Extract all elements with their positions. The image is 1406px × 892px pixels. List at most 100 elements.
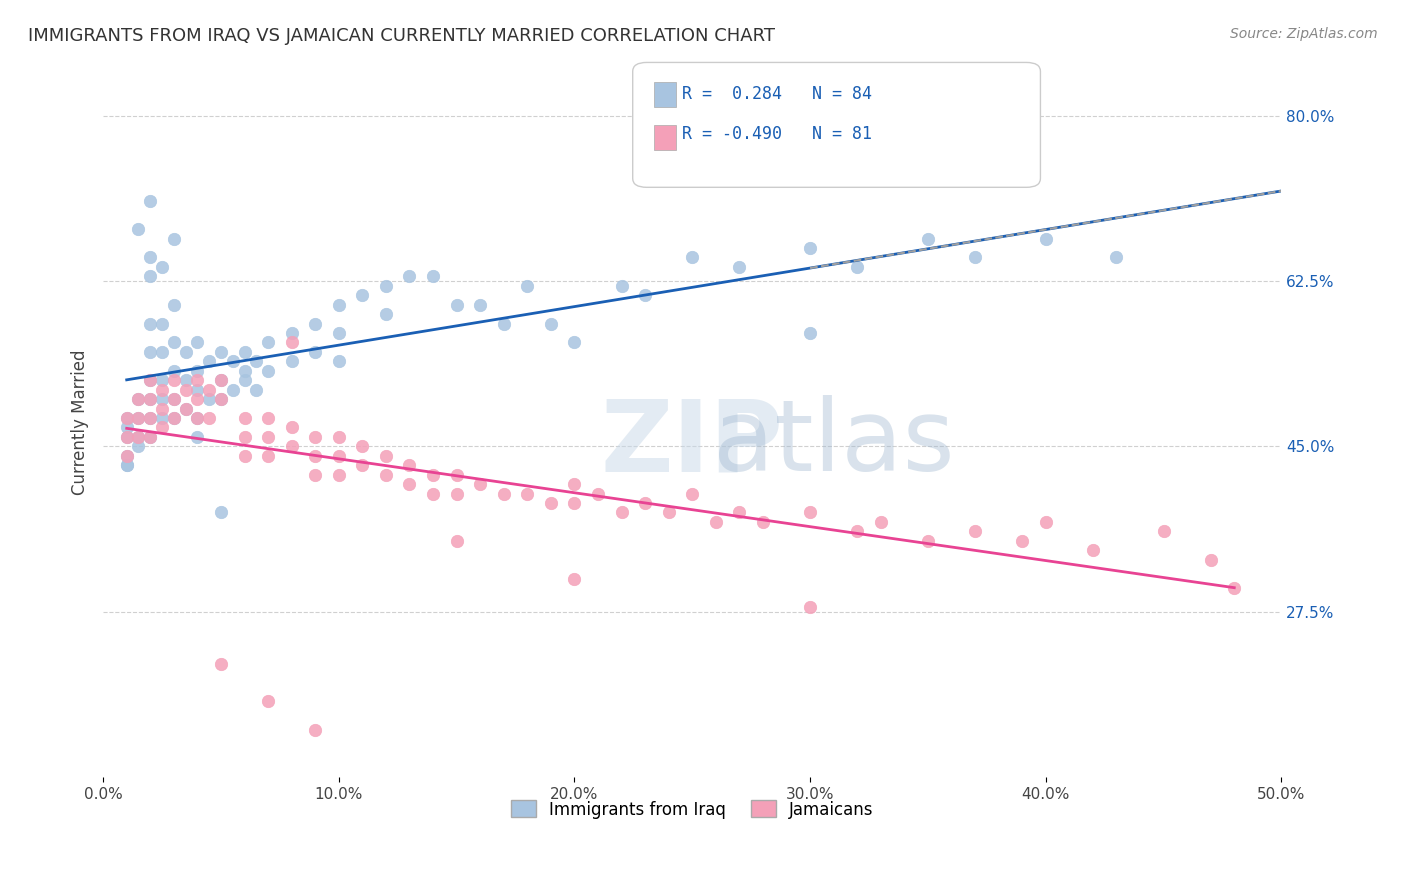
Point — [610, 505, 633, 519]
Point — [257, 449, 280, 463]
Point — [799, 326, 821, 340]
Point — [174, 401, 197, 416]
Point — [304, 723, 326, 737]
Point — [446, 486, 468, 500]
Point — [963, 524, 986, 539]
Point — [139, 251, 162, 265]
Point — [163, 411, 186, 425]
Point — [1035, 515, 1057, 529]
Point — [174, 383, 197, 397]
Point — [564, 335, 586, 350]
Point — [728, 505, 751, 519]
Point — [139, 344, 162, 359]
Point — [1011, 533, 1033, 548]
Point — [257, 364, 280, 378]
Point — [186, 364, 208, 378]
Point — [209, 392, 232, 406]
Point — [186, 430, 208, 444]
Point — [139, 411, 162, 425]
Point — [150, 317, 173, 331]
Point — [127, 392, 149, 406]
Point — [257, 335, 280, 350]
Point — [127, 411, 149, 425]
Point — [304, 430, 326, 444]
Point — [115, 411, 138, 425]
Point — [209, 657, 232, 671]
Point — [586, 486, 609, 500]
Point — [352, 458, 374, 473]
Point — [752, 515, 775, 529]
Point — [374, 278, 396, 293]
Point — [799, 241, 821, 255]
Point — [163, 298, 186, 312]
Point — [1035, 231, 1057, 245]
Point — [398, 477, 420, 491]
Point — [917, 533, 939, 548]
Legend: Immigrants from Iraq, Jamaicans: Immigrants from Iraq, Jamaicans — [505, 794, 880, 825]
Point — [257, 694, 280, 708]
Point — [163, 335, 186, 350]
Point — [209, 373, 232, 387]
Point — [150, 373, 173, 387]
Point — [846, 524, 869, 539]
Point — [139, 392, 162, 406]
Point — [233, 430, 256, 444]
Point — [352, 288, 374, 302]
Point — [304, 467, 326, 482]
Point — [186, 373, 208, 387]
Point — [470, 477, 492, 491]
Point — [398, 269, 420, 284]
Point — [163, 231, 186, 245]
Text: atlas: atlas — [713, 395, 955, 492]
Y-axis label: Currently Married: Currently Married — [72, 350, 89, 495]
Point — [634, 496, 657, 510]
Point — [422, 486, 444, 500]
Point — [516, 278, 538, 293]
Point — [233, 364, 256, 378]
Point — [1199, 552, 1222, 566]
Point — [127, 430, 149, 444]
Point — [422, 467, 444, 482]
Point — [422, 269, 444, 284]
Point — [304, 449, 326, 463]
Point — [163, 373, 186, 387]
Point — [245, 383, 267, 397]
Point — [328, 354, 350, 368]
Point — [233, 449, 256, 463]
Point — [115, 411, 138, 425]
Point — [209, 505, 232, 519]
Point — [209, 344, 232, 359]
Point — [280, 326, 302, 340]
Point — [869, 515, 891, 529]
Point — [1223, 581, 1246, 595]
Point — [209, 392, 232, 406]
Point — [139, 373, 162, 387]
Point — [127, 439, 149, 453]
Point — [139, 430, 162, 444]
Point — [374, 307, 396, 321]
Point — [917, 231, 939, 245]
Point — [374, 449, 396, 463]
Point — [150, 383, 173, 397]
Point — [233, 411, 256, 425]
Point — [398, 458, 420, 473]
Point — [115, 458, 138, 473]
Point — [150, 260, 173, 274]
Point — [257, 411, 280, 425]
Point — [681, 251, 703, 265]
Point — [245, 354, 267, 368]
Point — [564, 477, 586, 491]
Point — [115, 449, 138, 463]
Point — [728, 260, 751, 274]
Point — [115, 430, 138, 444]
Point — [115, 430, 138, 444]
Point — [150, 411, 173, 425]
Point — [540, 496, 562, 510]
Point — [139, 269, 162, 284]
Point — [658, 505, 681, 519]
Point — [374, 467, 396, 482]
Point — [328, 430, 350, 444]
Point — [186, 411, 208, 425]
Point — [328, 449, 350, 463]
Point — [222, 383, 245, 397]
